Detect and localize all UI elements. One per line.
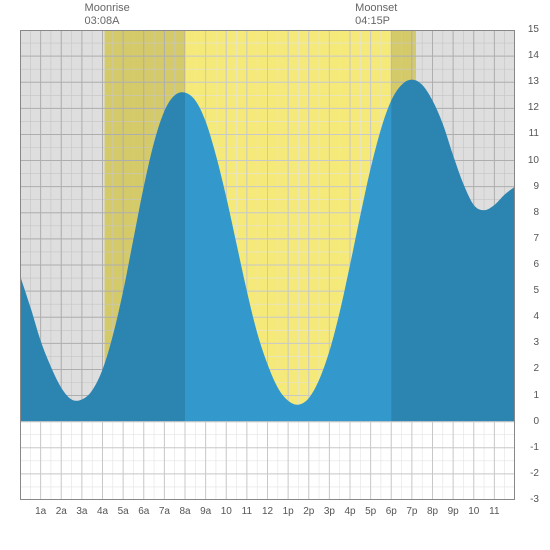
y-tick-label: -3 <box>519 494 539 505</box>
y-tick-label: 15 <box>519 24 539 35</box>
y-tick-label: -2 <box>519 468 539 479</box>
x-tick-label: 10 <box>216 506 236 517</box>
y-tick-label: -1 <box>519 442 539 453</box>
x-tick-label: 4p <box>340 506 360 517</box>
x-tick-label: 9a <box>196 506 216 517</box>
x-tick-label: 1a <box>31 506 51 517</box>
moonrise-time: 03:08A <box>85 15 130 28</box>
x-tick-label: 6p <box>381 506 401 517</box>
x-tick-label: 3p <box>319 506 339 517</box>
x-tick-label: 5a <box>113 506 133 517</box>
x-tick-label: 8p <box>423 506 443 517</box>
x-tick-label: 7a <box>154 506 174 517</box>
x-tick-label: 4a <box>93 506 113 517</box>
y-tick-label: 6 <box>519 259 539 270</box>
x-tick-label: 11 <box>484 506 504 517</box>
moonrise-caption: Moonrise <box>85 2 130 15</box>
moonset-time: 04:15P <box>355 15 397 28</box>
y-tick-label: 8 <box>519 207 539 218</box>
y-tick-label: 12 <box>519 102 539 113</box>
y-tick-label: 7 <box>519 233 539 244</box>
y-tick-label: 0 <box>519 416 539 427</box>
x-tick-label: 8a <box>175 506 195 517</box>
moonset-label: Moonset 04:15P <box>355 2 397 28</box>
y-tick-label: 4 <box>519 311 539 322</box>
moonset-caption: Moonset <box>355 2 397 15</box>
y-tick-label: 1 <box>519 390 539 401</box>
y-tick-label: 11 <box>519 128 539 139</box>
moonrise-label: Moonrise 03:08A <box>85 2 130 28</box>
y-tick-label: 5 <box>519 285 539 296</box>
y-tick-label: 14 <box>519 50 539 61</box>
x-tick-label: 1p <box>278 506 298 517</box>
y-tick-label: 9 <box>519 181 539 192</box>
x-tick-label: 2p <box>299 506 319 517</box>
x-tick-label: 3a <box>72 506 92 517</box>
x-tick-label: 7p <box>402 506 422 517</box>
x-tick-label: 12 <box>258 506 278 517</box>
x-tick-label: 2a <box>51 506 71 517</box>
tide-chart-svg <box>20 30 515 500</box>
x-tick-label: 6a <box>134 506 154 517</box>
x-tick-label: 11 <box>237 506 257 517</box>
tide-chart <box>20 30 515 500</box>
y-tick-label: 2 <box>519 363 539 374</box>
x-tick-label: 9p <box>443 506 463 517</box>
y-tick-label: 10 <box>519 155 539 166</box>
y-tick-label: 3 <box>519 337 539 348</box>
y-tick-label: 13 <box>519 76 539 87</box>
x-tick-label: 5p <box>361 506 381 517</box>
x-tick-label: 10 <box>464 506 484 517</box>
